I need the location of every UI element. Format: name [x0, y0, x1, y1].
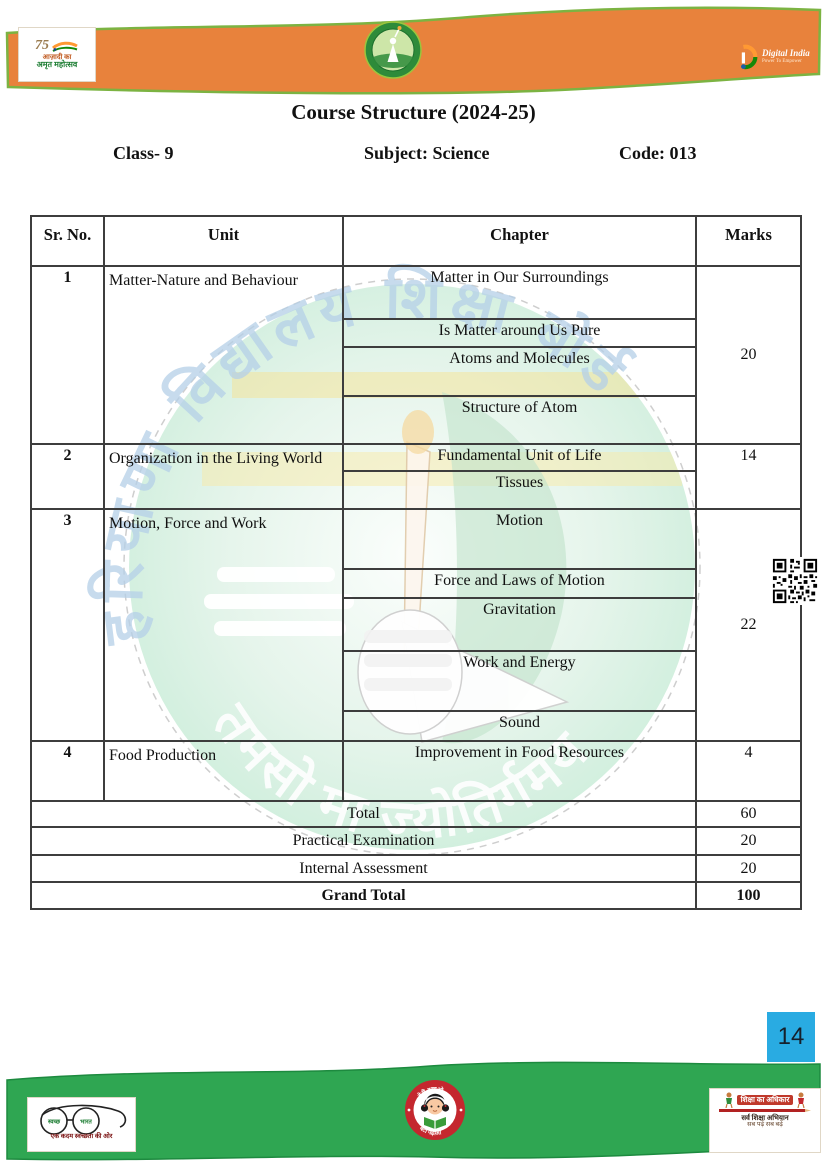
digital-india-logo: Digital India Power To Empower [737, 39, 825, 75]
cell-unit: Motion, Force and Work [103, 508, 344, 742]
cell-unit: Food Production [103, 740, 344, 802]
cell-chapter: Motion [342, 508, 697, 570]
summary-marks: 20 [695, 854, 802, 883]
cell-chapter: Sound [342, 710, 697, 742]
rte-title: शिक्षा का अधिकार [736, 1095, 794, 1105]
summary-row: Grand Total 100 [30, 881, 802, 910]
code-label: Code: 013 [619, 143, 697, 163]
table-header-row: Sr. No. Unit Chapter Marks [30, 215, 802, 267]
cell-chapter: Work and Energy [342, 650, 697, 712]
beti-bachao-beti-padhao-logo: बेटी बचाओ बेटी पढ़ाओ [405, 1080, 465, 1140]
swachh-tagline: एक कदम स्वच्छता की ओर [50, 1133, 113, 1140]
gandhi-glasses-icon: स्वच्छ भारत [39, 1104, 126, 1135]
qr-code [771, 557, 819, 605]
cell-chapter: Structure of Atom [342, 395, 697, 445]
header-sr-no: Sr. No. [30, 215, 105, 267]
swachh-lens1-text: स्वच्छ [46, 1120, 60, 1126]
subject-label: Subject: Science [364, 143, 490, 163]
table-row: Gravitation [31, 597, 801, 652]
digital-india-text: Digital India [762, 48, 810, 58]
red-pencil-icon [719, 1109, 811, 1112]
summary-marks: 20 [695, 826, 802, 856]
rte-line1: सर्व शिक्षा अभियान [741, 1114, 789, 1122]
cell-chapter: Fundamental Unit of Life [342, 443, 697, 472]
cell-chapter: Is Matter around Us Pure [342, 318, 697, 348]
swachh-lens2-text: भारत [80, 1120, 92, 1126]
summary-row: Practical Examination 20 [30, 826, 802, 856]
table-row: Atoms and Molecules [31, 346, 801, 397]
rte-child-left-icon [724, 1092, 733, 1108]
school-board-logo [364, 21, 422, 79]
azadi-line1: आज़ादी का [42, 52, 72, 61]
cell-chapter: Atoms and Molecules [342, 346, 697, 397]
azadi-line2: अमृत महोत्सव [36, 60, 78, 70]
header-marks: Marks [695, 215, 802, 267]
summary-row: Total 60 [30, 800, 802, 828]
azadi-75-text: 75 [35, 38, 49, 54]
class-label: Class- 9 [113, 143, 174, 163]
cell-chapter: Force and Laws of Motion [342, 568, 697, 599]
cell-sr: 2 [30, 443, 105, 510]
table-row: 2 Organization in the Living World Funda… [30, 443, 802, 510]
cell-sr: 4 [30, 740, 105, 802]
page-number-badge: 14 [767, 1012, 815, 1062]
cell-marks: 4 [695, 740, 802, 802]
table-row: 1 Matter-Nature and Behaviour Matter in … [30, 265, 802, 445]
cell-marks: 20 [695, 265, 802, 445]
table-row: 4 Food Production Improvement in Food Re… [30, 740, 802, 802]
summary-row: Internal Assessment 20 [30, 854, 802, 883]
table-row: Force and Laws of Motion [31, 568, 801, 599]
cell-sr: 1 [30, 265, 105, 445]
table-row: Structure of Atom [31, 395, 801, 445]
summary-label: Grand Total [30, 881, 697, 910]
table-row: Is Matter around Us Pure [31, 318, 801, 348]
cell-unit: Organization in the Living World [103, 443, 344, 510]
cell-chapter: Gravitation [342, 597, 697, 652]
cell-marks: 22 [695, 508, 802, 742]
digital-india-d-icon [741, 44, 758, 70]
summary-label: Internal Assessment [30, 854, 697, 883]
table-row: Work and Energy [31, 650, 801, 712]
page-title: Course Structure (2024-25) [291, 100, 536, 124]
cell-unit: Matter-Nature and Behaviour [103, 265, 344, 445]
table-row: Sound [31, 710, 801, 742]
cell-chapter: Improvement in Food Resources [342, 740, 697, 802]
rte-child-right-icon [797, 1092, 806, 1108]
rte-line2: सब पढ़ें सब बढ़ें [747, 1121, 783, 1129]
summary-label: Practical Examination [30, 826, 697, 856]
summary-marks: 100 [695, 881, 802, 910]
flag-swoosh-icon [52, 41, 78, 53]
cell-chapter: Matter in Our Surroundings [342, 265, 697, 320]
summary-label: Total [30, 800, 697, 828]
table-row: 3 Motion, Force and Work Motion 22 [30, 508, 802, 742]
header-chapter: Chapter [342, 215, 697, 267]
digital-india-tagline: Power To Empower [762, 59, 802, 64]
table-row: Tissues [31, 470, 801, 510]
header-unit: Unit [103, 215, 344, 267]
page-number: 14 [777, 1023, 805, 1050]
course-structure-table: Sr. No. Unit Chapter Marks 1 Matter-Natu… [30, 215, 802, 910]
cell-chapter: Tissues [342, 470, 697, 510]
swachh-bharat-logo: स्वच्छ भारत एक कदम स्वच्छता की ओर [27, 1097, 136, 1152]
azadi-amrit-mahotsav-logo: 75 आज़ादी का अमृत महोत्सव [18, 27, 96, 82]
cell-sr: 3 [30, 508, 105, 742]
cell-marks: 14 [695, 443, 802, 510]
summary-marks: 60 [695, 800, 802, 828]
right-to-education-logo: शिक्षा का अधिकार सर्व शिक्षा अभियान सब प… [709, 1088, 821, 1153]
